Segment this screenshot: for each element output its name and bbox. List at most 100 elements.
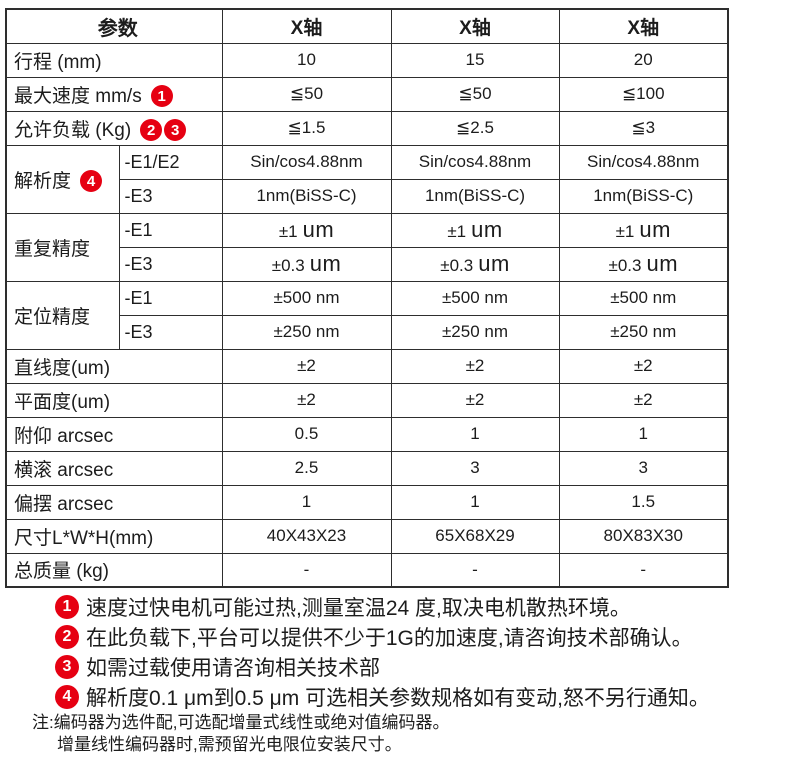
straightness-x1: ±2 [221, 348, 392, 384]
max-load-x2: ≦2.5 [390, 110, 560, 146]
resolution-group-label: 解析度 4 [5, 144, 120, 214]
pitch-x3: 1 [558, 416, 729, 452]
travel-x1: 10 [221, 42, 392, 78]
straightness-x3: ±2 [558, 348, 729, 384]
positioning-e3-sublabel: -E3 [118, 314, 223, 350]
repeatability-e3-x3: ±0.3 um [558, 246, 729, 282]
repeatability-e3-x2: ±0.3 um [390, 246, 560, 282]
note-4-badge-icon: 4 [80, 170, 103, 193]
positioning-e1-x2: ±500 nm [390, 280, 560, 316]
row-repeatability-e3: -E3 ±0.3 um ±0.3 um ±0.3 um [6, 246, 729, 282]
pitch-x1: 0.5 [221, 416, 392, 452]
total-mass-x1: - [221, 552, 392, 588]
resolution-e12-x1: Sin/cos4.88nm [221, 144, 392, 180]
repeatability-group-label: 重复精度 [5, 212, 120, 282]
total-mass-x3: - [558, 552, 729, 588]
positioning-e1-x1: ±500 nm [221, 280, 392, 316]
flatness-label: 平面度(um) [5, 382, 223, 418]
footnote-2-badge-icon: 2 [55, 625, 79, 649]
note-3-badge-icon: 3 [164, 119, 187, 142]
straightness-x2: ±2 [390, 348, 560, 384]
header-axis-1: X轴 [221, 8, 392, 44]
row-repeatability-e1: 重复精度 -E1 ±1 um ±1 um ±1 um [5, 212, 729, 282]
repeatability-e1-x1: ±1 um [221, 212, 392, 248]
max-load-label: 允许负载 (Kg) 2 3 [5, 110, 223, 146]
footnotes-section: 1 速度过快电机可能过热,测量室温24 度,取决电机散热环境。 2 在此负载下,… [0, 592, 800, 756]
repeatability-e1-sublabel: -E1 [118, 212, 223, 248]
resolution-e12-x3: Sin/cos4.88nm [558, 144, 729, 180]
resolution-label-text: 解析度 [14, 170, 72, 192]
positioning-e1-x3: ±500 nm [558, 280, 729, 316]
positioning-group-label: 定位精度 [5, 280, 120, 350]
footnote-1-text: 速度过快电机可能过热,测量室温24 度,取决电机散热环境。 [86, 597, 631, 620]
row-max-load: 允许负载 (Kg) 2 3 ≦1.5 ≦2.5 ≦3 [5, 110, 729, 146]
resolution-e12-sublabel: -E1/E2 [118, 144, 223, 180]
max-speed-label: 最大速度 mm/s 1 [5, 76, 223, 112]
resolution-e3-x1: 1nm(BiSS-C) [221, 178, 392, 214]
travel-label: 行程 (mm) [5, 42, 223, 78]
encoder-note-line-1: 注:编码器为选件配,可选配增量式线性或绝对值编码器。 [32, 713, 450, 732]
row-positioning-e1: 定位精度 -E1 ±500 nm ±500 nm ±500 nm [5, 280, 729, 350]
max-speed-x1: ≦50 [221, 76, 392, 112]
roll-label: 横滚 arcsec [5, 450, 223, 486]
resolution-e3-x3: 1nm(BiSS-C) [558, 178, 729, 214]
resolution-e3-sublabel: -E3 [118, 178, 223, 214]
max-speed-x2: ≦50 [390, 76, 560, 112]
flatness-x3: ±2 [558, 382, 729, 418]
row-straightness: 直线度(um) ±2 ±2 ±2 [5, 348, 729, 384]
footnote-2-text: 在此负载下,平台可以提供不少于1G的加速度,请咨询技术部确认。 [86, 627, 693, 650]
header-axis-2: X轴 [390, 8, 560, 44]
flatness-x1: ±2 [221, 382, 392, 418]
travel-x2: 15 [390, 42, 560, 78]
max-speed-x3: ≦100 [558, 76, 729, 112]
repeatability-e1-x3: ±1 um [558, 212, 729, 248]
repeatability-e3-x1: ±0.3 um [221, 246, 392, 282]
resolution-e12-x2: Sin/cos4.88nm [390, 144, 560, 180]
dimensions-x1: 40X43X23 [221, 518, 392, 554]
positioning-e3-x2: ±250 nm [390, 314, 560, 350]
row-roll: 横滚 arcsec 2.5 3 3 [5, 450, 729, 486]
travel-x3: 20 [558, 42, 729, 78]
row-total-mass: 总质量 (kg) - - - [5, 552, 729, 588]
flatness-x2: ±2 [390, 382, 560, 418]
roll-x2: 3 [390, 450, 560, 486]
note-2-badge-icon: 2 [140, 119, 163, 142]
row-dimensions: 尺寸L*W*H(mm) 40X43X23 65X68X29 80X83X30 [5, 518, 729, 554]
max-speed-label-text: 最大速度 mm/s [14, 85, 142, 107]
row-positioning-e3: -E3 ±250 nm ±250 nm ±250 nm [6, 314, 729, 350]
max-load-x1: ≦1.5 [221, 110, 392, 146]
footnote-4-text: 解析度0.1 μm到0.5 μm 可选相关参数规格如有变动,怒不另行通知。 [86, 687, 710, 710]
row-resolution-e3: -E3 1nm(BiSS-C) 1nm(BiSS-C) 1nm(BiSS-C) [6, 178, 729, 214]
row-travel: 行程 (mm) 10 15 20 [5, 42, 729, 78]
footnote-4: 4 解析度0.1 μm到0.5 μm 可选相关参数规格如有变动,怒不另行通知。 [0, 682, 800, 712]
yaw-label: 偏摆 arcsec [5, 484, 223, 520]
yaw-x2: 1 [390, 484, 560, 520]
encoder-note-line-2: 增量线性编码器时,需预留光电限位安装尺寸。 [57, 735, 402, 754]
yaw-x1: 1 [221, 484, 392, 520]
footnote-3: 3 如需过载使用请咨询相关技术部 [0, 652, 800, 682]
total-mass-x2: - [390, 552, 560, 588]
repeatability-e1-x2: ±1 um [390, 212, 560, 248]
footnote-1-badge-icon: 1 [55, 595, 79, 619]
repeatability-e3-sublabel: -E3 [118, 246, 223, 282]
straightness-label: 直线度(um) [5, 348, 223, 384]
row-resolution-e12: 解析度 4 -E1/E2 Sin/cos4.88nm Sin/cos4.88nm … [5, 144, 729, 214]
footnote-1: 1 速度过快电机可能过热,测量室温24 度,取决电机散热环境。 [0, 592, 800, 622]
footnote-2: 2 在此负载下,平台可以提供不少于1G的加速度,请咨询技术部确认。 [0, 622, 800, 652]
note-1-badge-icon: 1 [150, 85, 173, 108]
footnote-3-badge-icon: 3 [55, 655, 79, 679]
row-pitch: 附仰 arcsec 0.5 1 1 [5, 416, 729, 452]
resolution-e3-x2: 1nm(BiSS-C) [390, 178, 560, 214]
pitch-label: 附仰 arcsec [5, 416, 223, 452]
row-flatness: 平面度(um) ±2 ±2 ±2 [5, 382, 729, 418]
roll-x1: 2.5 [221, 450, 392, 486]
max-load-label-text: 允许负载 (Kg) [14, 119, 132, 141]
row-max-speed: 最大速度 mm/s 1 ≦50 ≦50 ≦100 [5, 76, 729, 112]
total-mass-label: 总质量 (kg) [5, 552, 223, 588]
header-param: 参数 [5, 8, 223, 44]
positioning-e1-sublabel: -E1 [118, 280, 223, 316]
dimensions-label: 尺寸L*W*H(mm) [5, 518, 223, 554]
roll-x3: 3 [558, 450, 729, 486]
dimensions-x3: 80X83X30 [558, 518, 729, 554]
header-row: 参数 X轴 X轴 X轴 [5, 8, 729, 44]
